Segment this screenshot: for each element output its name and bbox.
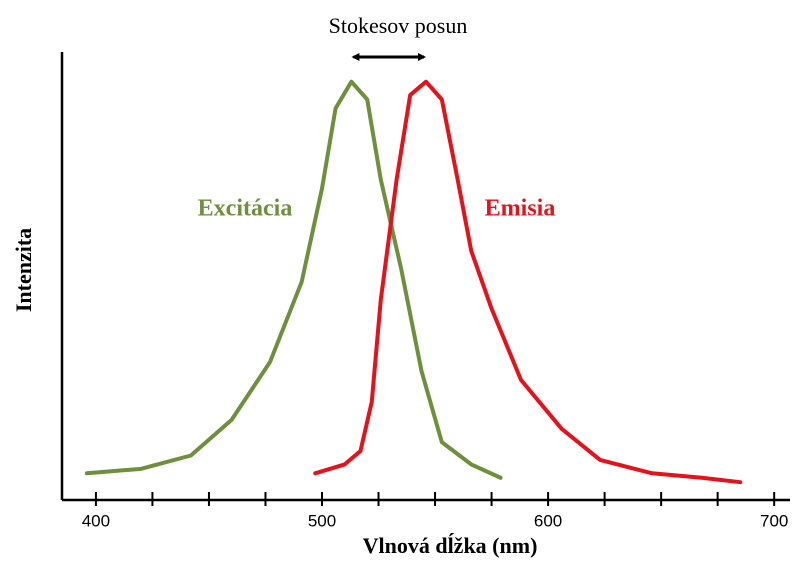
line <box>84 79 503 480</box>
x-tick-label: 600 <box>534 511 562 530</box>
y-axis-label: Intenzita <box>11 228 36 312</box>
x-axis-label: Vlnová dĺžka (nm) <box>363 533 538 558</box>
x-tick-label: 700 <box>760 511 788 530</box>
line <box>313 79 743 485</box>
series-label: Excitácia <box>198 196 293 222</box>
x-tick-label: 400 <box>82 511 110 530</box>
x-tick-label: 500 <box>308 511 336 530</box>
series-label: Emisia <box>485 196 556 222</box>
annotation: Stokesov posun <box>329 13 468 38</box>
